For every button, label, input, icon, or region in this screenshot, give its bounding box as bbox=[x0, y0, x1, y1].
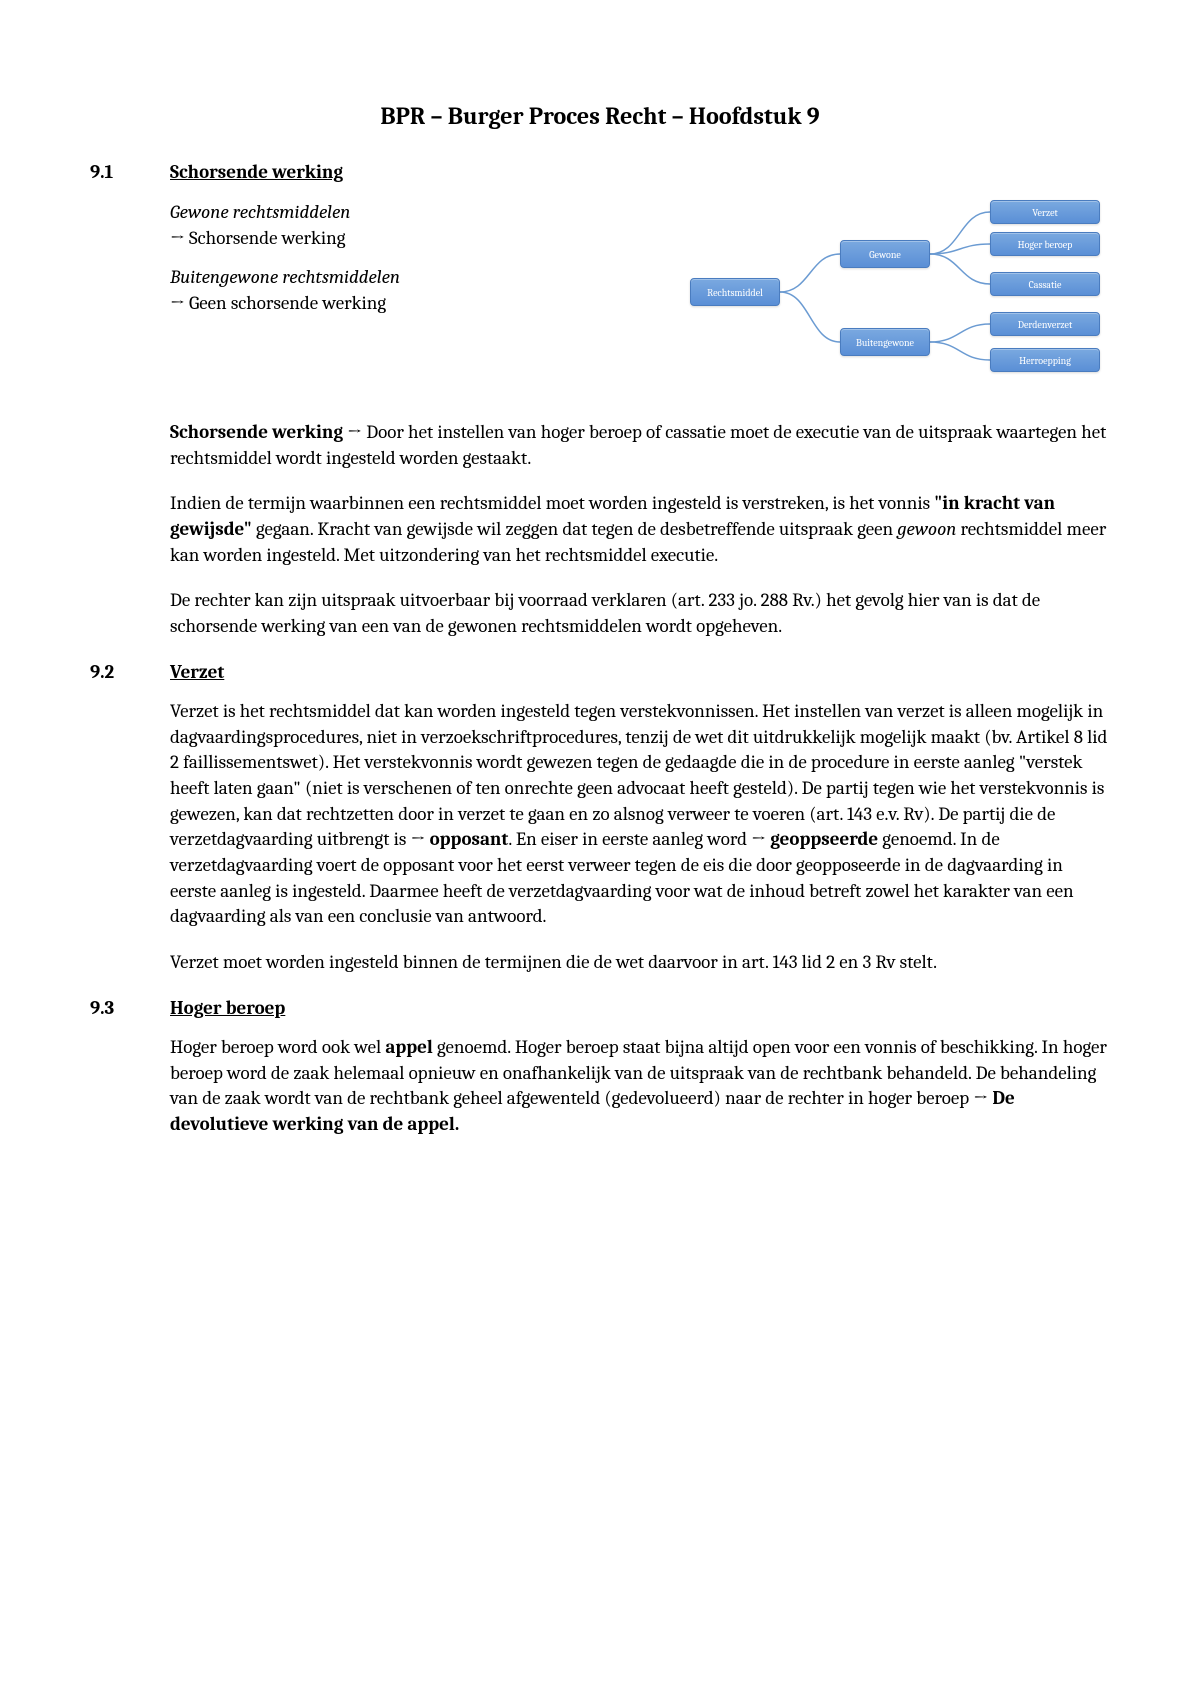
sub1-arrow: → Schorsende werking bbox=[170, 226, 670, 252]
s93-p1-a: Hoger beroep word ook wel bbox=[170, 1036, 385, 1058]
diagram-node-gewone: Gewone bbox=[840, 240, 930, 268]
s91-p2-i: gewoon bbox=[897, 518, 956, 540]
diagram-node-verzet: Verzet bbox=[990, 200, 1100, 224]
section-9-3: 9.3 Hoger beroep bbox=[90, 996, 1110, 1022]
sub1-label: Gewone rechtsmiddelen bbox=[170, 200, 670, 226]
s91-p3: De rechter kan zijn uitspraak uitvoerbaa… bbox=[170, 588, 1110, 639]
s92-p1-b2: geoppseerde bbox=[770, 828, 878, 850]
s92-p2: Verzet moet worden ingesteld binnen de t… bbox=[170, 950, 1110, 976]
s91-p1-bold: Schorsende werking bbox=[170, 421, 343, 443]
s93-p1-b1: appel bbox=[385, 1036, 432, 1058]
s93-p1: Hoger beroep word ook wel appel genoemd.… bbox=[170, 1035, 1110, 1138]
diagram-node-buiten: Buitengewone bbox=[840, 328, 930, 356]
page-title: BPR – Burger Proces Recht – Hoofdstuk 9 bbox=[90, 100, 1110, 132]
s92-p1-b: . En eiser in eerste aanleg word → bbox=[508, 828, 770, 850]
sub2-label: Buitengewone rechtsmiddelen bbox=[170, 265, 670, 291]
diagram-node-herr: Herroepping bbox=[990, 348, 1100, 372]
section-9-2: 9.2 Verzet bbox=[90, 660, 1110, 686]
s91-p1-arrow: → bbox=[343, 421, 366, 443]
section-heading: Verzet bbox=[170, 660, 224, 686]
rechtsmiddel-diagram: Rechtsmiddel Gewone Buitengewone Verzet Hoge… bbox=[690, 200, 1110, 400]
section-number: 9.2 bbox=[90, 660, 170, 686]
section-9-1-subitems: Gewone rechtsmiddelen → Schorsende werki… bbox=[170, 200, 690, 331]
diagram-node-derden: Derdenverzet bbox=[990, 312, 1100, 336]
section-heading: Schorsende werking bbox=[170, 160, 343, 186]
section-number: 9.1 bbox=[90, 160, 170, 186]
s91-p2-c: gegaan. Kracht van gewijsde wil zeggen d… bbox=[252, 518, 898, 540]
section-heading: Hoger beroep bbox=[170, 996, 285, 1022]
diagram-node-root: Rechtsmiddel bbox=[690, 278, 780, 306]
section-9-1: 9.1 Schorsende werking bbox=[90, 160, 1110, 186]
section-number: 9.3 bbox=[90, 996, 170, 1022]
s92-p1: Verzet is het rechtsmiddel dat kan worde… bbox=[170, 699, 1110, 930]
s91-p2: Indien de termijn waarbinnen een rechtsm… bbox=[170, 491, 1110, 568]
diagram-node-cass: Cassatie bbox=[990, 272, 1100, 296]
s91-p1: Schorsende werking → Door het instellen … bbox=[170, 420, 1110, 471]
s92-p1-b1: opposant bbox=[430, 828, 509, 850]
diagram-node-hoger: Hoger beroep bbox=[990, 232, 1100, 256]
sub2-arrow: → Geen schorsende werking bbox=[170, 291, 670, 317]
s91-p2-a: Indien de termijn waarbinnen een rechtsm… bbox=[170, 492, 934, 514]
